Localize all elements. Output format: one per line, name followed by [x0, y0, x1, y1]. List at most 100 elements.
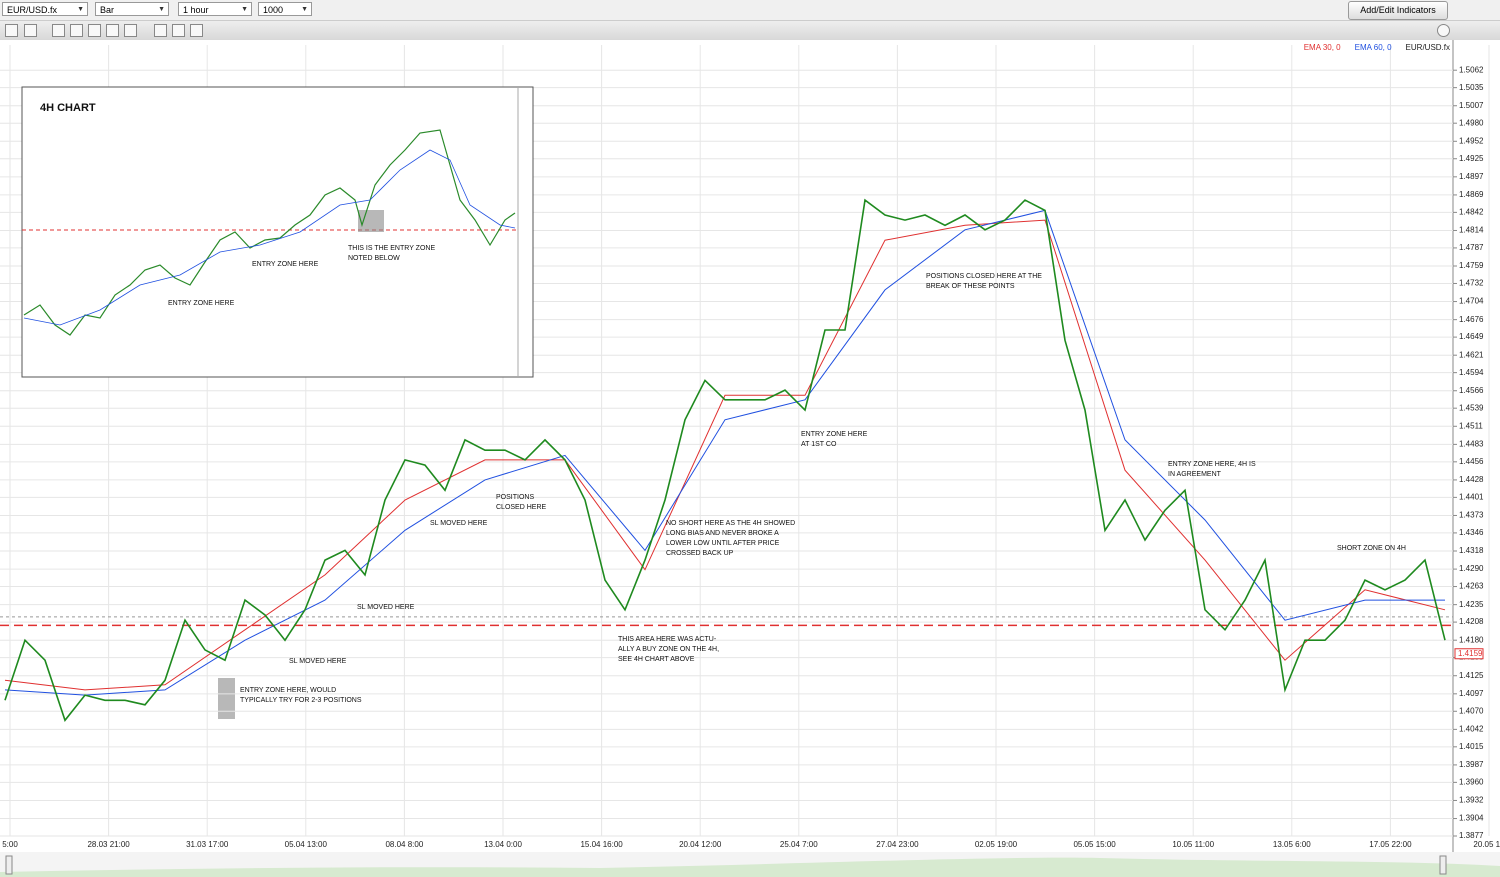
- y-tick-label: 1.4483: [1459, 439, 1484, 448]
- y-tick-label: 1.4814: [1459, 226, 1484, 235]
- y-tick-label: 1.4621: [1459, 350, 1484, 359]
- y-tick-label: 1.4290: [1459, 564, 1484, 573]
- y-tick-label: 1.4015: [1459, 742, 1484, 751]
- navigator-area: [0, 857, 1500, 877]
- info-icon[interactable]: [1437, 24, 1450, 37]
- y-tick-label: 1.3960: [1459, 777, 1484, 786]
- last-price-label: 1.4159: [1458, 649, 1483, 658]
- tool-icon[interactable]: [70, 24, 83, 37]
- y-tick-label: 1.4980: [1459, 118, 1484, 127]
- timeframe-select[interactable]: 1 hour: [178, 2, 252, 17]
- y-tick-label: 1.4869: [1459, 190, 1484, 199]
- series-line: [4, 209, 1445, 696]
- tool-icon[interactable]: [190, 24, 203, 37]
- y-tick-label: 1.4318: [1459, 546, 1484, 555]
- y-tick-label: 1.4346: [1459, 528, 1484, 537]
- inset-price-line: [23, 129, 516, 336]
- annotation: ENTRY ZONE HERE, WOULD TYPICALLY TRY FOR…: [240, 687, 362, 704]
- annotation: POSITIONS CLOSED HERE AT THE BREAK OF TH…: [926, 273, 1042, 290]
- y-tick-label: 1.5007: [1459, 101, 1484, 110]
- legend-entry: EMA 60, 0: [1355, 43, 1392, 52]
- series-line: [4, 198, 1446, 722]
- y-tick-label: 1.3877: [1459, 831, 1484, 840]
- annotation: SL MOVED HERE: [430, 520, 488, 527]
- y-tick-label: 1.4842: [1459, 207, 1484, 216]
- y-tick-label: 1.4235: [1459, 600, 1484, 609]
- tool-icon[interactable]: [172, 24, 185, 37]
- inset-frame: [21, 86, 534, 378]
- x-tick-label: 13.04 0:00: [484, 840, 522, 849]
- inset-title: 4H CHART: [40, 102, 96, 114]
- inset-annotation: THIS IS THE ENTRY ZONE NOTED BELOW: [348, 245, 436, 262]
- entry-zone-box: [218, 678, 235, 719]
- y-tick-label: 1.4097: [1459, 689, 1484, 698]
- toolbar: EUR/USD.fx Bar 1 hour 1000 Add/Edit Indi…: [0, 0, 1500, 21]
- x-tick-label: 13.05 6:00: [1273, 840, 1311, 849]
- y-tick-label: 1.5062: [1459, 65, 1484, 74]
- x-tick-label: 10.05 11:00: [1172, 840, 1214, 849]
- y-tick-label: 1.4042: [1459, 724, 1484, 733]
- tool-icon[interactable]: [124, 24, 137, 37]
- y-tick-label: 1.4263: [1459, 582, 1484, 591]
- y-tick-label: 1.4676: [1459, 315, 1484, 324]
- y-tick-label: 1.4539: [1459, 403, 1484, 412]
- annotation: ENTRY ZONE HERE AT 1ST CO: [801, 431, 868, 448]
- y-tick-label: 1.4428: [1459, 475, 1484, 484]
- chart-type-select[interactable]: Bar: [95, 2, 169, 17]
- y-tick-label: 1.4759: [1459, 261, 1484, 270]
- annotation: POSITIONS CLOSED HERE: [496, 494, 547, 511]
- inset-ema: [23, 149, 516, 326]
- y-tick-label: 1.4401: [1459, 492, 1484, 501]
- legend-entry: EMA 30, 0: [1304, 43, 1341, 52]
- y-tick-label: 1.4511: [1459, 421, 1483, 430]
- tool-icon[interactable]: [5, 24, 18, 37]
- inset-annotation: ENTRY ZONE HERE: [168, 300, 235, 307]
- y-tick-label: 1.4952: [1459, 136, 1484, 145]
- y-tick-label: 1.4180: [1459, 635, 1484, 644]
- y-tick-label: 1.4925: [1459, 154, 1484, 163]
- y-tick-label: 1.3987: [1459, 760, 1484, 769]
- x-tick-label: 27.04 23:00: [876, 840, 919, 849]
- x-tick-label: 31.03 17:00: [186, 840, 229, 849]
- y-tick-label: 1.4649: [1459, 332, 1484, 341]
- x-tick-label: 5:00: [2, 840, 18, 849]
- inset-entry-box: [358, 210, 384, 232]
- y-tick-label: 1.4208: [1459, 617, 1484, 626]
- chart: 5:00 28.03 21:00 31.03 17:00 05.04 13:00 08.…: [0, 40, 1500, 877]
- bars-select[interactable]: 1000: [258, 2, 312, 17]
- y-tick-label: 1.4897: [1459, 172, 1484, 181]
- x-tick-label: 20.05 18: [1473, 840, 1500, 849]
- navigator-handle[interactable]: [1439, 855, 1447, 875]
- annotation: ENTRY ZONE HERE, 4H IS IN AGREEMENT: [1168, 461, 1256, 478]
- y-tick-label: 1.4070: [1459, 706, 1484, 715]
- y-tick-label: 1.4456: [1459, 457, 1484, 466]
- x-tick-label: 20.04 12:00: [679, 840, 722, 849]
- y-tick-label: 1.4704: [1459, 297, 1484, 306]
- tool-icon[interactable]: [24, 24, 37, 37]
- inset-chart: [21, 86, 534, 378]
- annotation: NO SHORT HERE AS THE 4H SHOWED LONG BIAS…: [666, 520, 796, 557]
- annotation: SL MOVED HERE: [357, 604, 415, 611]
- tool-icon[interactable]: [52, 24, 65, 37]
- x-tick-label: 25.04 7:00: [780, 840, 818, 849]
- indicators-button[interactable]: Add/Edit Indicators: [1348, 1, 1448, 20]
- y-tick-label: 1.4787: [1459, 243, 1484, 252]
- x-tick-label: 15.04 16:00: [580, 840, 623, 849]
- annotation: SL MOVED HERE: [289, 658, 347, 665]
- y-tick-label: 1.4566: [1459, 386, 1484, 395]
- x-tick-label: 17.05 22:00: [1369, 840, 1412, 849]
- annotation: THIS AREA HERE WAS ACTU- ALLY A BUY ZONE…: [618, 636, 720, 663]
- x-tick-label: 05.04 13:00: [285, 840, 328, 849]
- annotation: SHORT ZONE ON 4H: [1337, 545, 1406, 552]
- tool-icon[interactable]: [154, 24, 167, 37]
- symbol-select[interactable]: EUR/USD.fx: [2, 2, 88, 17]
- tool-icon[interactable]: [88, 24, 101, 37]
- y-tick-label: 1.4732: [1459, 279, 1484, 288]
- tool-icon[interactable]: [106, 24, 119, 37]
- y-tick-label: 1.4373: [1459, 511, 1484, 520]
- drawing-toolbar: [0, 21, 1500, 41]
- x-tick-label: 05.05 15:00: [1073, 840, 1116, 849]
- navigator-handle[interactable]: [5, 855, 13, 875]
- series-line: [4, 219, 1446, 691]
